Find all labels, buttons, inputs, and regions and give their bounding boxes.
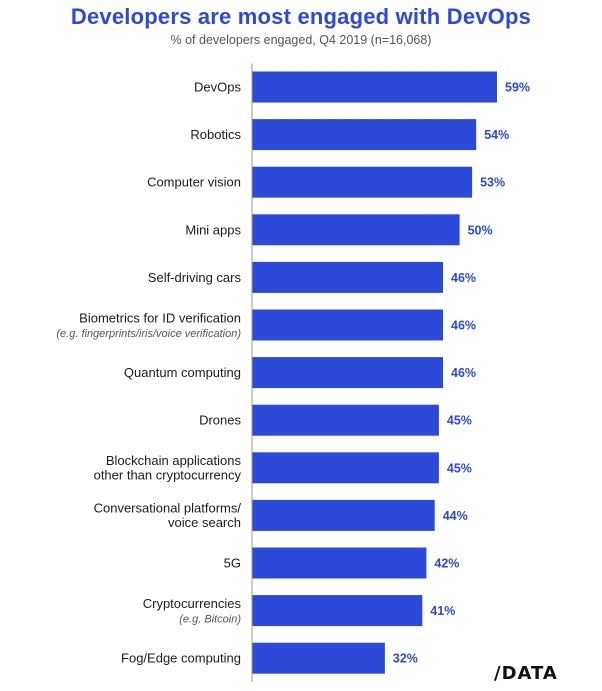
value-label-5: 46% [451, 319, 476, 333]
category-label-12: Fog/Edge computing [121, 651, 241, 666]
slashdata-logo: /DATA [494, 663, 558, 684]
bar-0 [252, 71, 497, 103]
chart-subtitle: % of developers engaged, Q4 2019 (n=16,0… [170, 33, 432, 47]
value-label-4: 46% [451, 271, 476, 285]
value-label-10: 42% [434, 557, 459, 571]
bar-1 [252, 119, 477, 151]
category-label-9-1: voice search [168, 515, 241, 530]
category-label-4: Self-driving cars [148, 270, 242, 285]
value-label-6: 46% [451, 366, 476, 380]
bar-2 [252, 166, 473, 198]
bar-11 [252, 595, 423, 627]
bar-6 [252, 357, 443, 389]
value-label-8: 45% [447, 461, 472, 475]
bar-5 [252, 309, 443, 341]
category-label-11-1: (e.g. Bitcoin) [179, 613, 241, 625]
category-label-10: 5G [224, 556, 241, 571]
bar-4 [252, 261, 443, 293]
value-label-9: 44% [443, 509, 468, 523]
bar-3 [252, 214, 460, 246]
value-label-7: 45% [447, 414, 472, 428]
category-label-2: Computer vision [147, 175, 241, 190]
bar-9 [252, 499, 435, 531]
category-label-1: Robotics [190, 127, 241, 142]
category-label-8-1: other than cryptocurrency [94, 468, 242, 483]
bar-12 [252, 642, 385, 674]
category-label-8: Blockchain applications [106, 453, 242, 468]
category-label-5: Biometrics for ID verification [79, 310, 241, 325]
value-label-11: 41% [430, 604, 455, 618]
category-label-0: DevOps [194, 80, 241, 95]
value-label-12: 32% [393, 652, 418, 666]
bar-8 [252, 452, 439, 484]
bar-10 [252, 547, 427, 579]
value-label-1: 54% [484, 128, 509, 142]
value-label-3: 50% [468, 223, 493, 237]
category-label-3: Mini apps [185, 222, 241, 237]
category-label-11: Cryptocurrencies [143, 596, 242, 611]
value-label-0: 59% [505, 81, 530, 95]
bar-7 [252, 404, 439, 436]
category-label-5-1: (e.g. fingerprints/iris/voice verificati… [56, 328, 241, 340]
chart-title: Developers are most engaged with DevOps [70, 4, 532, 29]
category-label-9: Conversational platforms/ [94, 501, 242, 516]
category-label-6: Quantum computing [124, 365, 241, 380]
value-label-2: 53% [480, 176, 505, 190]
category-label-7: Drones [199, 413, 241, 428]
